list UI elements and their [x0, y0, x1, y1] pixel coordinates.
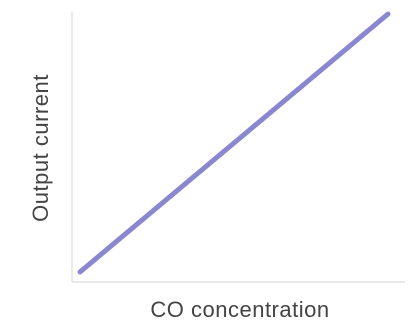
x-axis-label: CO concentration — [150, 297, 329, 322]
series-line-0 — [77, 11, 391, 275]
y-axis-label: Output current — [28, 74, 53, 222]
series-layer — [77, 11, 391, 275]
plot-area — [71, 11, 405, 283]
